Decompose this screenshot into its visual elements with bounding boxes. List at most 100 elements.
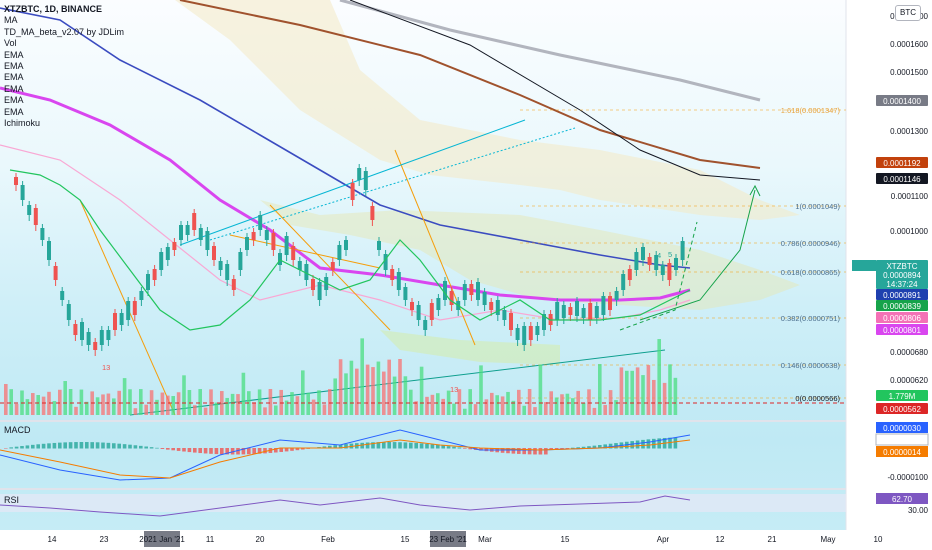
volume-bar	[662, 382, 667, 415]
price-axis-tick: 0.0000680	[890, 348, 928, 357]
volume-bar	[171, 396, 175, 415]
macd-bar	[452, 446, 456, 449]
volume-bar	[630, 370, 634, 415]
indicator-ichimoku[interactable]: Ichimoku	[4, 118, 41, 129]
volume-bar	[603, 404, 607, 415]
volume-bar	[306, 392, 310, 415]
macd-bar	[182, 448, 186, 452]
legend: XTZBTC, 1D, BINANCE MA TD_MA_beta_v2.07 …	[4, 4, 124, 129]
macd-bar	[517, 448, 521, 454]
candle-body	[555, 302, 560, 320]
volume-bar	[463, 408, 467, 415]
time-axis-tick: 15	[401, 535, 410, 544]
volume-bar	[193, 405, 197, 415]
macd-bar	[247, 448, 251, 455]
symbol-title[interactable]: XTZBTC, 1D, BINANCE	[4, 4, 103, 14]
macd-bar	[425, 443, 429, 449]
candle-body	[667, 263, 672, 280]
candle-body	[535, 326, 540, 335]
xtzbtc-label-tag	[852, 260, 876, 271]
macd-bar	[641, 439, 645, 449]
price-tag-text: 14:37:24	[886, 280, 918, 289]
candle-body	[581, 308, 586, 318]
volume-bar	[387, 359, 391, 415]
macd-bar	[230, 448, 235, 455]
indicator-ema-3[interactable]: EMA	[4, 72, 24, 83]
indicator-ema-2[interactable]: EMA	[4, 61, 24, 72]
volume-bar	[533, 407, 537, 415]
rsi-line	[0, 495, 691, 517]
macd-bar	[133, 445, 138, 449]
indicator-ma[interactable]: MA	[4, 15, 18, 26]
volume-bar	[36, 395, 40, 415]
macd-bar	[52, 442, 57, 449]
macd-bar	[31, 444, 35, 449]
candle-body	[660, 265, 665, 275]
macd-bar	[198, 448, 202, 454]
macd-bar	[290, 448, 294, 451]
macd-bar	[106, 442, 111, 449]
volume-bar	[365, 364, 370, 415]
macd-bar	[365, 442, 370, 449]
macd-bar	[565, 448, 570, 449]
candle-body	[522, 326, 527, 345]
candle-body	[93, 342, 98, 350]
price-tag-1: 0.0001192	[876, 157, 928, 168]
macd-bar	[549, 448, 553, 450]
volume-bar	[63, 381, 67, 415]
candle-body	[198, 228, 203, 240]
candle-body	[165, 247, 170, 260]
macd-bar	[166, 448, 170, 450]
volume-bar	[25, 399, 30, 415]
volume-bar	[619, 367, 624, 415]
candle-body	[436, 298, 441, 310]
price-axis-tick: 0.0001000	[890, 227, 928, 236]
indicator-ema-1[interactable]: EMA	[4, 49, 24, 60]
candle-body	[60, 291, 65, 300]
macd-bar	[403, 442, 408, 449]
candle-body	[489, 302, 494, 310]
volume-bar	[673, 377, 678, 415]
indicator-ema-5[interactable]: EMA	[4, 95, 24, 106]
macd-bar	[36, 444, 40, 449]
time-axis-tick: 11	[206, 535, 215, 544]
macd-histogram	[4, 437, 678, 455]
indicator-td-ma[interactable]: TD_MA_beta_v2.07 by JDLim	[4, 26, 125, 37]
volume-bar	[587, 389, 591, 415]
price-tag-text: 0.0000562	[883, 405, 921, 414]
trendline-orange-1	[394, 149, 476, 346]
rsi-title[interactable]: RSI	[4, 495, 20, 505]
price-axis-tick: 0.0001500	[890, 68, 928, 77]
macd-bar	[214, 448, 219, 455]
indicator-ema-4[interactable]: EMA	[4, 83, 24, 94]
indicator-ema-6[interactable]: EMA	[4, 106, 24, 117]
rsi-band	[0, 494, 846, 512]
indicator-vol[interactable]: Vol	[4, 38, 17, 49]
macd-title[interactable]: MACD	[4, 425, 31, 435]
macd-bar	[58, 442, 62, 449]
fib-level-label: 0.146(0.0000638)	[781, 361, 841, 370]
volume-bars	[4, 338, 678, 415]
time-axis-tick: 15	[561, 535, 570, 544]
candle-body	[469, 284, 474, 295]
price-tag-bg	[876, 95, 928, 106]
volume-bar	[419, 366, 424, 415]
currency-button[interactable]: BTC	[895, 5, 921, 21]
volume-bar	[473, 404, 478, 415]
price-tag-2: 0.0001146	[876, 173, 928, 184]
macd-tag-0: 0.0000030	[876, 422, 928, 433]
volume-bar	[176, 392, 181, 415]
volume-bar	[414, 401, 418, 415]
macd-tag-text: 0.0000016	[883, 436, 921, 445]
volume-bar	[4, 384, 8, 415]
volume-bar	[85, 401, 89, 415]
volume-bar	[522, 405, 526, 415]
volume-bar	[41, 396, 46, 415]
macd-bar	[160, 448, 165, 449]
macd-bar	[463, 448, 467, 449]
volume-bar	[230, 393, 235, 415]
ma-gray-line	[339, 0, 761, 102]
macd-bar	[20, 446, 24, 449]
